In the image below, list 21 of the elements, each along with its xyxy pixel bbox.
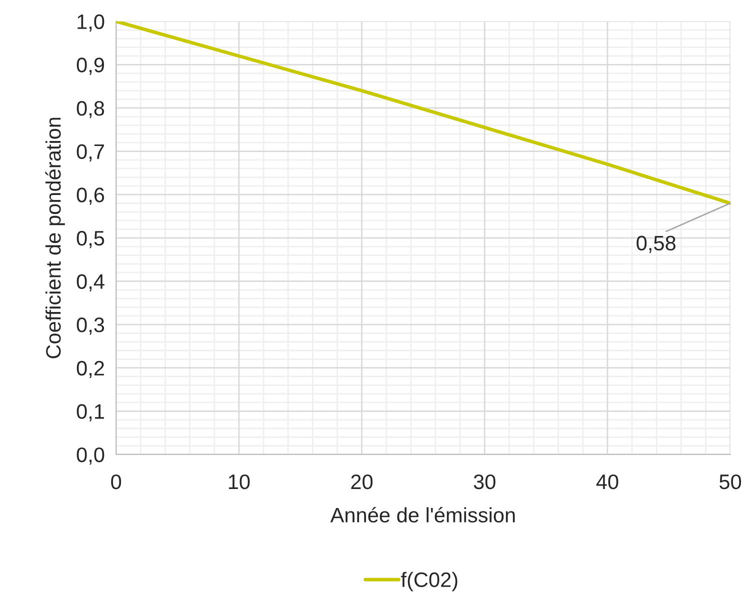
y-tick-label: 0,5 [76, 230, 104, 248]
y-tick-label: 0,7 [76, 144, 104, 162]
x-tick-label: 10 [228, 474, 250, 490]
y-tick-label: 0,3 [76, 318, 104, 335]
x-tick-label: 20 [351, 474, 373, 490]
y-tick-label: 0,1 [76, 404, 104, 422]
x-tick-label: 30 [474, 474, 496, 490]
annotation: 0,58 [636, 236, 676, 253]
y-tick-label: 0,2 [76, 360, 104, 378]
legend-label: f(C02) [401, 572, 458, 592]
y-tick-label: 0,9 [76, 58, 104, 75]
x-axis-title: Année de l'émission [330, 506, 515, 523]
y-axis-title: Coefficient de pondération [45, 118, 65, 358]
y-tick-label: 1,0 [78, 14, 104, 32]
y-tick-label: 0,4 [76, 274, 104, 292]
x-tick-label: 0 [111, 474, 122, 490]
y-tick-label: 0,0 [76, 447, 104, 465]
y-tick-label: 0,8 [76, 100, 104, 118]
y-tick-label: 0,6 [76, 188, 104, 205]
x-tick-label: 40 [596, 474, 618, 490]
x-tick-label: 50 [720, 474, 742, 490]
